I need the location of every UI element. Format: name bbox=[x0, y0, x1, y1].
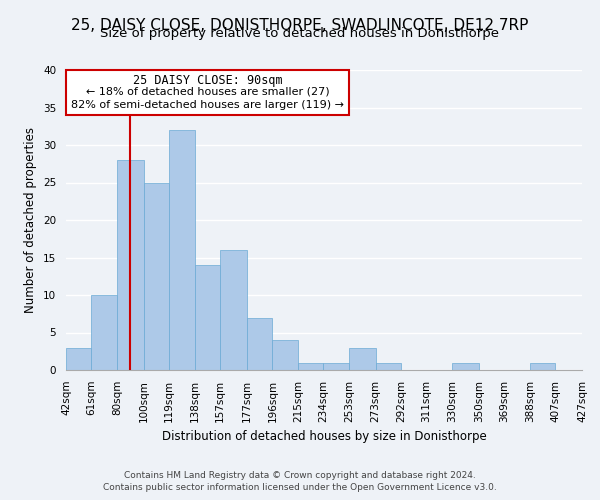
Bar bbox=[169, 130, 194, 370]
Text: 82% of semi-detached houses are larger (119) →: 82% of semi-detached houses are larger (… bbox=[71, 100, 344, 110]
Bar bbox=[66, 348, 91, 370]
Text: ← 18% of detached houses are smaller (27): ← 18% of detached houses are smaller (27… bbox=[86, 87, 329, 97]
Bar bbox=[582, 362, 600, 370]
Bar bbox=[91, 295, 117, 370]
Bar bbox=[194, 265, 220, 370]
Bar bbox=[323, 362, 349, 370]
Text: Size of property relative to detached houses in Donisthorpe: Size of property relative to detached ho… bbox=[101, 28, 499, 40]
Y-axis label: Number of detached properties: Number of detached properties bbox=[25, 127, 37, 313]
Text: 25 DAISY CLOSE: 90sqm: 25 DAISY CLOSE: 90sqm bbox=[133, 74, 282, 87]
Text: Contains HM Land Registry data © Crown copyright and database right 2024.
Contai: Contains HM Land Registry data © Crown c… bbox=[103, 471, 497, 492]
X-axis label: Distribution of detached houses by size in Donisthorpe: Distribution of detached houses by size … bbox=[161, 430, 487, 443]
Bar bbox=[452, 362, 479, 370]
Bar bbox=[144, 182, 169, 370]
Bar bbox=[272, 340, 298, 370]
Bar bbox=[376, 362, 401, 370]
FancyBboxPatch shape bbox=[66, 70, 349, 115]
Bar bbox=[117, 160, 144, 370]
Bar bbox=[298, 362, 323, 370]
Text: 25, DAISY CLOSE, DONISTHORPE, SWADLINCOTE, DE12 7RP: 25, DAISY CLOSE, DONISTHORPE, SWADLINCOT… bbox=[71, 18, 529, 32]
Bar bbox=[220, 250, 247, 370]
Bar bbox=[247, 318, 272, 370]
Bar bbox=[349, 348, 376, 370]
Bar bbox=[530, 362, 555, 370]
